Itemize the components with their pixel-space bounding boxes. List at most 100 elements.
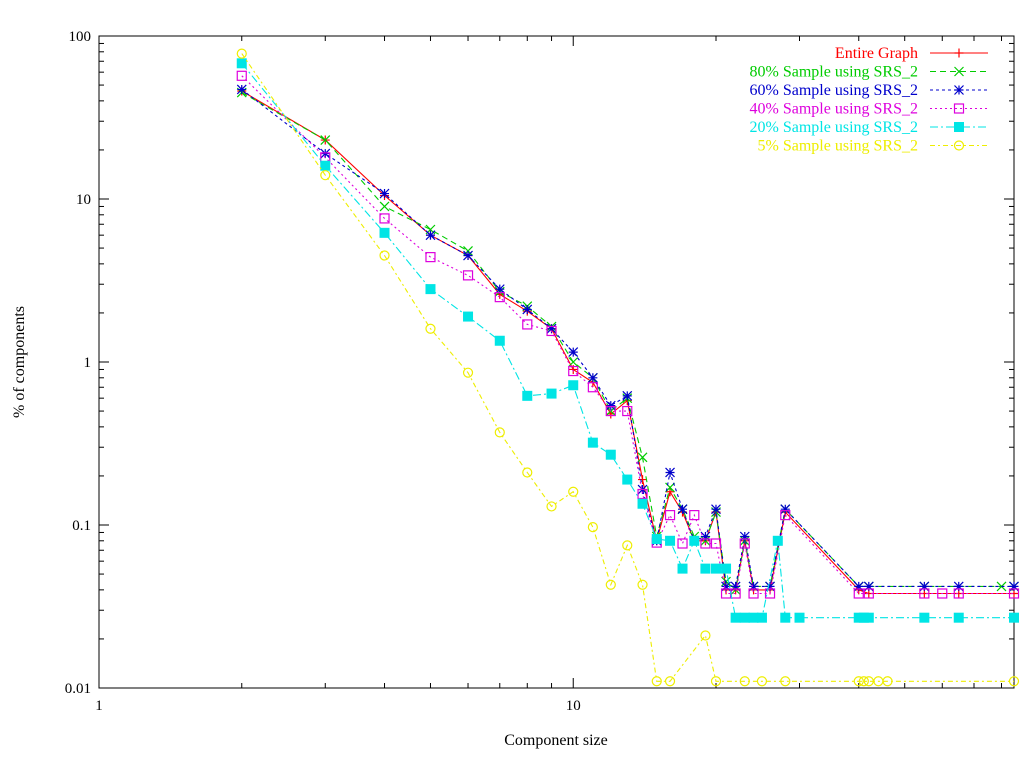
data-point <box>665 535 676 546</box>
data-point <box>919 581 930 592</box>
data-point <box>494 284 505 295</box>
data-point <box>622 474 633 485</box>
data-point <box>772 535 783 546</box>
data-point <box>919 588 930 599</box>
data-point <box>587 437 598 448</box>
series-3 <box>236 84 1019 592</box>
data-point <box>605 400 616 411</box>
legend-item: 60% Sample using SRS_2 <box>750 82 988 99</box>
data-point <box>463 250 473 261</box>
data-point <box>379 188 390 199</box>
data-point <box>622 405 633 417</box>
legend-item: Entire Graph <box>835 45 988 62</box>
data-point <box>522 304 533 315</box>
legend-label: 60% Sample using SRS_2 <box>750 82 918 99</box>
data-point <box>853 676 864 687</box>
data-point <box>1008 588 1020 599</box>
data-point <box>700 563 711 574</box>
data-point <box>953 588 964 599</box>
series-layer <box>236 48 1020 687</box>
data-point <box>546 325 557 337</box>
data-point <box>522 319 533 330</box>
data-point <box>882 676 893 687</box>
data-point <box>462 270 474 281</box>
series-line <box>241 92 1014 591</box>
series-2 <box>236 87 1019 595</box>
legend-label: Entire Graph <box>835 45 918 62</box>
data-point <box>425 230 436 241</box>
data-point <box>863 581 874 592</box>
data-point <box>568 380 579 391</box>
data-point <box>664 676 676 687</box>
data-point <box>546 388 557 399</box>
data-point <box>320 170 331 181</box>
data-point <box>664 510 676 521</box>
x-tick-label: 10 <box>566 698 581 714</box>
data-point <box>677 504 688 515</box>
data-point <box>665 467 675 478</box>
data-point <box>637 498 648 509</box>
legend-item: 5% Sample using SRS_2 <box>758 138 988 155</box>
data-point <box>236 58 247 69</box>
data-point <box>425 323 436 334</box>
y-tick-label: 10 <box>76 192 91 208</box>
data-point <box>739 676 750 687</box>
data-point <box>739 531 750 542</box>
data-point <box>463 311 474 322</box>
series-line <box>241 53 1014 682</box>
data-point <box>710 538 722 549</box>
legend-label: 40% Sample using SRS_2 <box>750 101 918 118</box>
data-point <box>919 612 930 623</box>
data-point <box>546 501 557 512</box>
data-point <box>863 588 874 599</box>
series-6 <box>236 48 1020 687</box>
data-point <box>739 538 750 549</box>
legend-marker <box>954 66 964 77</box>
data-point <box>568 365 579 377</box>
legend-item: 80% Sample using SRS_2 <box>750 64 988 81</box>
data-point <box>756 676 768 687</box>
data-point <box>379 201 390 212</box>
data-point <box>651 676 662 687</box>
data-point <box>320 148 331 159</box>
data-point <box>730 581 741 592</box>
data-point <box>568 357 579 367</box>
data-point <box>689 510 700 521</box>
data-point <box>853 588 864 599</box>
data-point <box>780 612 791 623</box>
axis-ticks: 0.01 0.1 1 10 100 1 10 <box>65 29 1014 714</box>
data-point <box>379 250 390 261</box>
data-point <box>700 531 711 542</box>
y-tick-label: 0.01 <box>65 681 91 697</box>
legend-item: 40% Sample using SRS_2 <box>750 101 988 118</box>
data-point <box>710 563 721 574</box>
data-point <box>677 538 688 549</box>
y-tick-label: 0.1 <box>72 518 91 534</box>
data-point <box>320 135 331 145</box>
x-axis-label: Component size <box>504 732 608 749</box>
legend-marker <box>954 48 964 58</box>
series-5 <box>236 58 1019 623</box>
data-point <box>546 323 557 334</box>
legend-marker <box>954 85 964 95</box>
data-point <box>494 427 505 438</box>
legend-marker <box>953 140 965 151</box>
data-point <box>739 612 750 623</box>
legend-label: 5% Sample using SRS_2 <box>758 138 918 155</box>
data-point <box>587 372 598 383</box>
data-point <box>1009 581 1019 592</box>
data-point <box>853 581 864 592</box>
y-tick-label: 1 <box>84 355 92 371</box>
series-1 <box>237 86 1019 598</box>
data-point <box>711 504 721 515</box>
data-point <box>780 504 791 515</box>
data-point <box>710 676 722 687</box>
data-point <box>677 563 688 574</box>
data-point <box>651 534 662 545</box>
data-point <box>721 563 732 574</box>
data-point <box>522 467 533 478</box>
data-point <box>494 292 505 303</box>
data-point <box>568 347 579 358</box>
series-4 <box>236 70 1020 599</box>
data-point <box>605 449 616 460</box>
